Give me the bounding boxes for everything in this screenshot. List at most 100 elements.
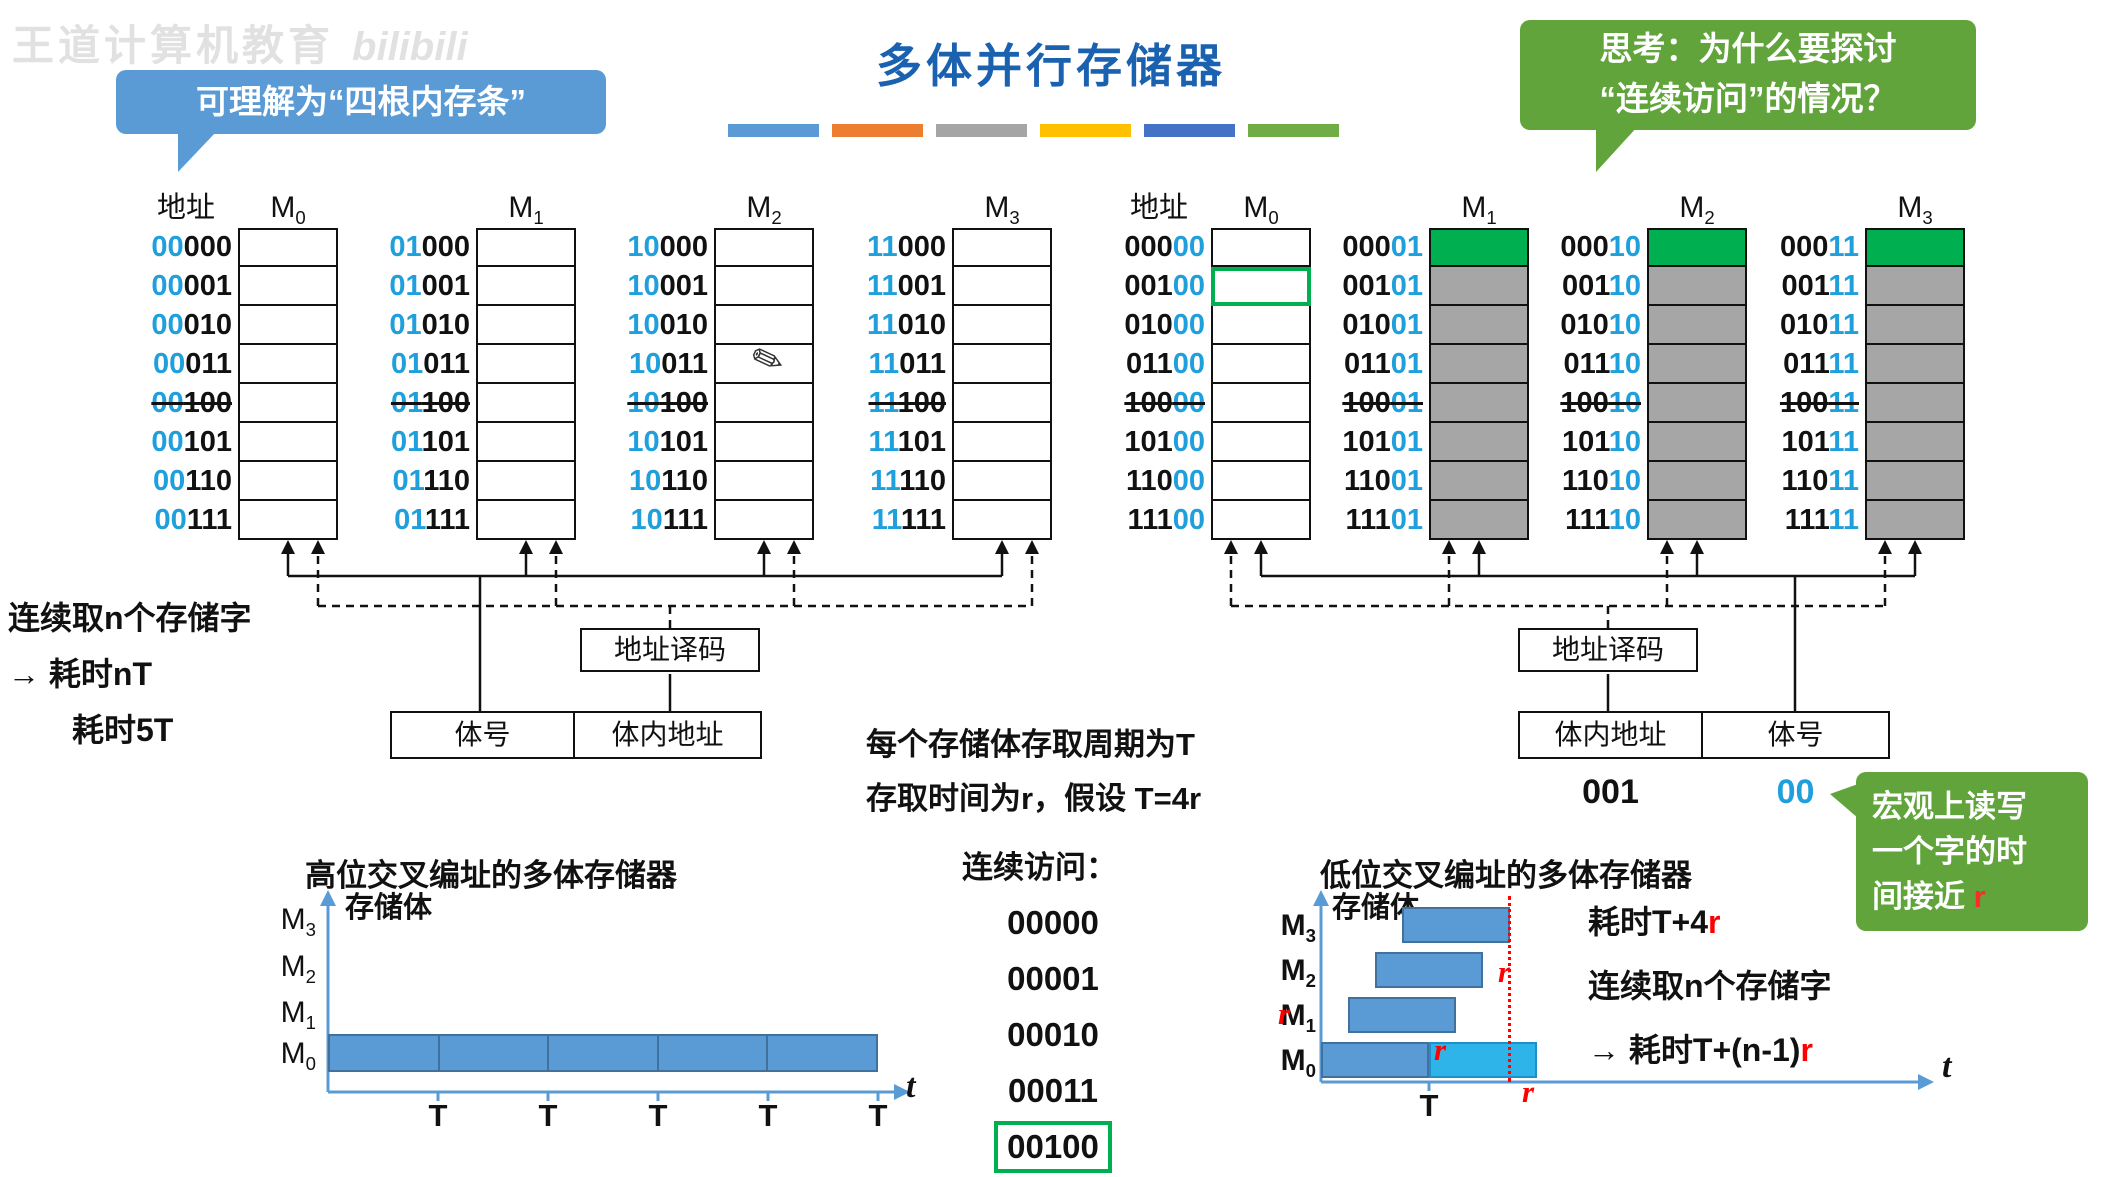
memory-cell bbox=[1647, 306, 1747, 345]
m0-access-bar bbox=[328, 1034, 878, 1072]
memory-cell bbox=[476, 462, 576, 501]
left-timing-notes: 连续取n个存储字 → 耗时nT 耗时5T bbox=[8, 590, 252, 758]
t-tick-label: T bbox=[648, 1098, 668, 1133]
address: 00100 bbox=[151, 387, 232, 419]
address: 10010 bbox=[627, 309, 708, 341]
memory-cell bbox=[238, 462, 338, 501]
memory-cell bbox=[714, 501, 814, 540]
memory-cell bbox=[714, 228, 814, 267]
access-item: 00001 bbox=[1007, 960, 1099, 997]
bar-segment bbox=[768, 1036, 876, 1070]
address: 01101 bbox=[390, 426, 470, 458]
address: 11001 bbox=[866, 270, 946, 302]
category-label: M2 bbox=[1280, 954, 1316, 991]
address: 11001 bbox=[1343, 465, 1423, 497]
address: 10000 bbox=[627, 231, 708, 263]
x-axis-label: t bbox=[906, 1068, 916, 1105]
address: 10100 bbox=[627, 387, 708, 419]
address-column-header: 地址 bbox=[1129, 192, 1188, 224]
memory-cell bbox=[952, 384, 1052, 423]
address: 01100 bbox=[1125, 348, 1205, 380]
address: 11011 bbox=[1781, 465, 1859, 497]
address: 11010 bbox=[866, 309, 946, 341]
address: 01010 bbox=[1560, 309, 1641, 341]
note-line: → 耗时T+(n-1)r bbox=[1588, 1030, 1832, 1070]
address: 01111 bbox=[1783, 348, 1859, 380]
category-label: M1 bbox=[280, 996, 316, 1033]
bank-label: M1 bbox=[508, 191, 544, 228]
callout-text: 可理解为“四根内存条” bbox=[196, 83, 526, 120]
bar-segment bbox=[549, 1036, 659, 1070]
timing-bar-m3 bbox=[1402, 907, 1510, 943]
bank-label: M3 bbox=[1897, 191, 1933, 228]
bank-group: 11000 11001 11010 11011 11100 11101 11110 11111… bbox=[854, 188, 1052, 540]
address: 11111 bbox=[1784, 504, 1859, 536]
high-interleave-timing-chart: 高位交叉编址的多体存储器 存储体 M3 M2 M1 M0 T T T T T t bbox=[250, 850, 950, 1150]
address-column-header bbox=[1331, 188, 1423, 228]
y-axis-label: 存储体 bbox=[345, 892, 433, 924]
memory-cell bbox=[1647, 462, 1747, 501]
address-column-header: 地址 bbox=[156, 192, 215, 224]
address: 00101 bbox=[151, 426, 232, 458]
bank-label: M0 bbox=[270, 191, 306, 228]
address: 11101 bbox=[1345, 504, 1423, 536]
t-tick-label: T bbox=[868, 1098, 888, 1133]
access-item: 00011 bbox=[1008, 1072, 1098, 1109]
address: 10001 bbox=[627, 270, 708, 302]
address: 01111 bbox=[394, 504, 470, 536]
memory-cell bbox=[1865, 423, 1965, 462]
memory-cell bbox=[714, 423, 814, 462]
memory-cell bbox=[1211, 306, 1311, 345]
callout-line: “连续访问”的情况？ bbox=[1599, 80, 1897, 117]
memory-cell bbox=[1429, 306, 1529, 345]
bank-columns: 地址 00000 00100 01000 01100 10000 10100 11000 111… bbox=[1113, 188, 2003, 540]
memory-cell bbox=[238, 306, 338, 345]
memory-cell bbox=[1647, 501, 1747, 540]
address: 00111 bbox=[154, 504, 232, 536]
callout-text: 间接近 bbox=[1872, 879, 1974, 914]
category-label: M0 bbox=[280, 1037, 316, 1074]
address-decoder-box: 地址译码 bbox=[1518, 628, 1698, 672]
r-gap-label: r bbox=[1434, 1032, 1447, 1067]
bar-segment bbox=[440, 1036, 550, 1070]
address: 00010 bbox=[1560, 231, 1641, 263]
note-line: 每个存储体存取周期为T bbox=[866, 727, 1195, 762]
bank-group: 00010 00110 01010 01110 10010 10110 11010 11110… bbox=[1549, 188, 1747, 540]
callout-line: 思考：为什么要探讨 bbox=[1599, 30, 1897, 67]
memory-cell bbox=[476, 267, 576, 306]
address: 00111 bbox=[1781, 270, 1859, 302]
bus-wiring bbox=[281, 540, 1039, 711]
address: 00000 bbox=[1124, 231, 1205, 263]
address-register: 体内地址 体号 bbox=[1518, 711, 1890, 759]
address: 00000 bbox=[151, 231, 232, 263]
bar-segment bbox=[330, 1036, 440, 1070]
memory-cell bbox=[1865, 267, 1965, 306]
address: 10111 bbox=[630, 504, 708, 536]
callout-line: 一个字的时 bbox=[1872, 834, 2027, 869]
address: 10101 bbox=[1342, 426, 1423, 458]
address: 00101 bbox=[1342, 270, 1423, 302]
address: 00100 bbox=[1124, 270, 1205, 302]
callout-four-memory-sticks: 可理解为“四根内存条” bbox=[116, 70, 606, 172]
memory-cell bbox=[476, 423, 576, 462]
memory-cell bbox=[1865, 228, 1965, 267]
bank-columns: 地址 00000 00001 00010 00011 00100 00101 00110 001… bbox=[140, 188, 1080, 540]
address: 11110 bbox=[870, 465, 946, 497]
category-label: M2 bbox=[280, 950, 316, 987]
address: 11101 bbox=[868, 426, 946, 458]
memory-cell bbox=[1429, 384, 1529, 423]
address: 10000 bbox=[1124, 387, 1205, 419]
bank-label: M2 bbox=[746, 191, 782, 228]
memory-cell bbox=[238, 384, 338, 423]
memory-cell bbox=[714, 345, 814, 384]
address: 00011 bbox=[152, 348, 232, 380]
memory-cell bbox=[1211, 462, 1311, 501]
bank-label: M1 bbox=[1461, 191, 1497, 228]
memory-cell bbox=[1211, 423, 1311, 462]
strip-segment bbox=[1144, 124, 1235, 137]
address: 11011 bbox=[868, 348, 946, 380]
memory-cell bbox=[1211, 228, 1311, 267]
red-dotted-line bbox=[1508, 896, 1511, 1082]
category-label: M1 bbox=[1280, 999, 1316, 1036]
bank-number-value: 00 bbox=[1776, 773, 1815, 811]
